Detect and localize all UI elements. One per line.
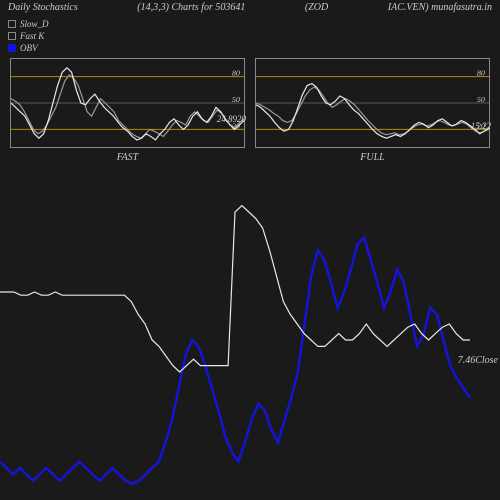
- svg-text:80: 80: [477, 69, 485, 78]
- params: (14,3,3) Charts for 503641: [137, 2, 245, 13]
- chart-main: [0, 180, 500, 500]
- value-full: 15.22: [471, 121, 491, 131]
- legend-obv: OBV: [8, 42, 49, 54]
- panel-fast: 205080 FAST 24.8920: [10, 58, 245, 148]
- svg-text:50: 50: [232, 95, 240, 104]
- svg-text:50: 50: [477, 95, 485, 104]
- header-right: IAC.VEN) munafasutra.in: [388, 2, 492, 13]
- legend-fast-k: Fast K: [8, 30, 49, 42]
- legend-slow-d: Slow_D: [8, 18, 49, 30]
- swatch-obv: [8, 44, 16, 52]
- label-full: FULL: [360, 152, 384, 163]
- legend: Slow_D Fast K OBV: [8, 18, 49, 54]
- symbol: (ZOD: [305, 2, 328, 13]
- close-label: 7.46Close: [458, 355, 498, 366]
- swatch-slow-d: [8, 20, 16, 28]
- chart-full: 205080: [256, 59, 489, 147]
- main-panel: 7.46Close: [0, 180, 500, 500]
- svg-text:80: 80: [232, 69, 240, 78]
- title: Daily Stochastics: [8, 2, 78, 13]
- chart-fast: 205080: [11, 59, 244, 147]
- swatch-fast-k: [8, 32, 16, 40]
- top-panels: 205080 FAST 24.8920 205080 FULL 15.22: [10, 58, 490, 148]
- panel-full: 205080 FULL 15.22: [255, 58, 490, 148]
- label-fast: FAST: [117, 152, 139, 163]
- value-fast: 24.8920: [217, 114, 246, 124]
